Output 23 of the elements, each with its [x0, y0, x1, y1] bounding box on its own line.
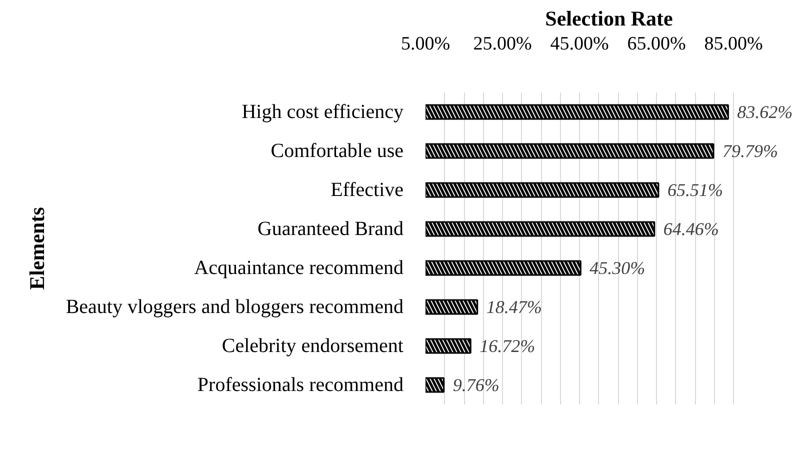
- data-label: 64.46%: [663, 219, 719, 239]
- data-label: 65.51%: [667, 180, 723, 200]
- y-tick-label: Comfortable use: [270, 140, 404, 162]
- data-label: 18.47%: [486, 297, 542, 317]
- x-tick-label: 25.00%: [473, 34, 532, 54]
- x-tick-label: 65.00%: [627, 34, 686, 54]
- x-tick-label: 5.00%: [400, 34, 450, 54]
- data-label: 83.62%: [737, 102, 793, 122]
- x-axis-title: Selection Rate: [545, 6, 673, 30]
- y-tick-label: Effective: [330, 179, 404, 201]
- y-tick-label: Guaranteed Brand: [257, 218, 404, 240]
- x-tick-label: 45.00%: [550, 34, 609, 54]
- y-tick-label: Celebrity endorsement: [222, 335, 404, 357]
- y-tick-label: Acquaintance recommend: [194, 257, 404, 279]
- y-tick-label: Beauty vloggers and bloggers recommend: [66, 296, 404, 318]
- x-tick-label: 85.00%: [704, 34, 763, 54]
- data-label: 9.76%: [452, 375, 500, 395]
- data-label: 79.79%: [722, 141, 778, 161]
- data-label: 45.30%: [590, 258, 646, 278]
- y-axis-title: Elements: [24, 207, 49, 290]
- y-tick-label: Professionals recommend: [197, 374, 404, 396]
- y-tick-label: High cost efficiency: [242, 101, 404, 123]
- data-label: 16.72%: [480, 336, 536, 356]
